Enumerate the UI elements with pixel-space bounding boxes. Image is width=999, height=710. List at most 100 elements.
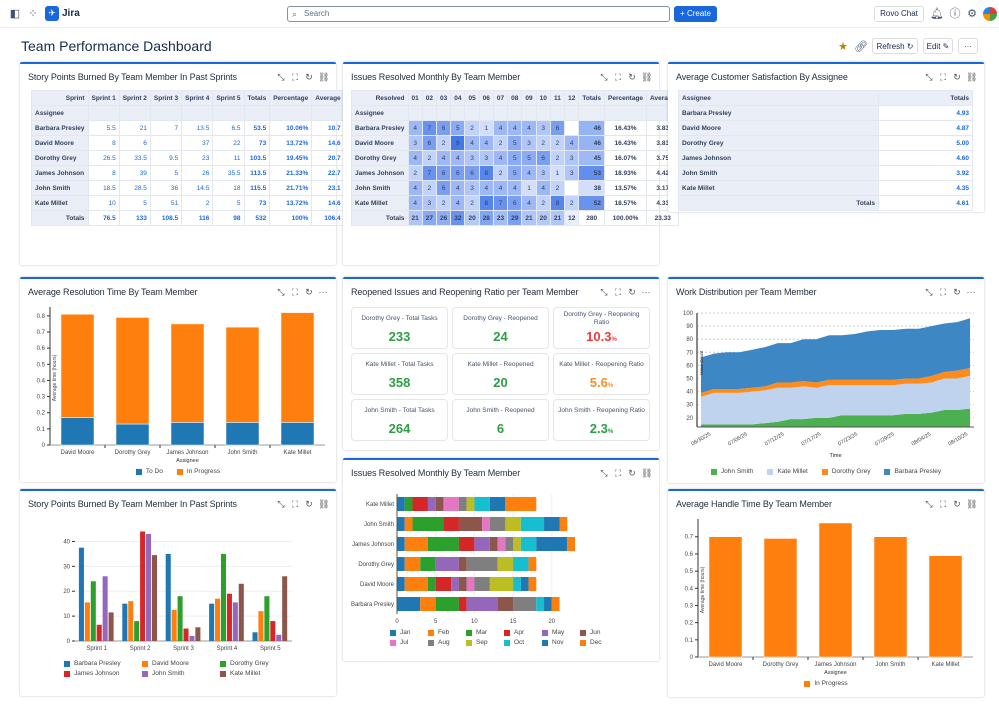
y-tick-label: 0.6 xyxy=(685,552,694,558)
jira-logo[interactable]: ✈ xyxy=(45,6,59,21)
edit-label: Edit xyxy=(926,42,941,51)
assignee-cell: Kate Millet xyxy=(351,195,409,211)
legend-item[interactable]: Apr xyxy=(504,629,536,636)
legend-item[interactable]: David Moore xyxy=(142,660,214,667)
legend-item[interactable]: Kate Millet xyxy=(767,468,808,475)
minimize-icon[interactable]: ⤡ xyxy=(600,287,608,297)
fullscreen-icon[interactable]: ⛶ xyxy=(291,499,299,509)
legend-item[interactable]: Mar xyxy=(466,629,498,636)
legend-item[interactable]: Jul xyxy=(390,639,422,646)
legend-item[interactable]: Dorothy Grey xyxy=(220,660,292,667)
refresh-icon[interactable]: ↻ xyxy=(628,287,636,297)
value-cell: 5.5 xyxy=(87,120,120,136)
refresh-icon[interactable]: ↻ xyxy=(305,72,313,82)
link-icon[interactable]: ⛓ xyxy=(641,72,653,82)
fullscreen-icon[interactable]: ⛶ xyxy=(939,72,947,82)
legend-item[interactable]: Dorothy Grey xyxy=(821,468,870,475)
rovo-chat-button[interactable]: Rovo Chat xyxy=(874,6,924,22)
legend-item[interactable]: In Progress xyxy=(804,680,848,687)
legend-item[interactable]: To Do xyxy=(135,468,163,475)
minimize-icon[interactable]: ⤡ xyxy=(600,468,608,478)
more-icon[interactable]: ··· xyxy=(318,287,328,297)
legend-item[interactable]: Barbara Presley xyxy=(64,660,136,667)
refresh-icon[interactable]: ↻ xyxy=(953,72,961,82)
bell-icon[interactable]: 🔔︎ xyxy=(930,8,944,20)
legend-item[interactable]: Kate Millet xyxy=(220,670,292,677)
legend-item[interactable]: Feb xyxy=(428,629,460,636)
link-icon[interactable]: ⛓ xyxy=(966,72,978,82)
fullscreen-icon[interactable]: ⛶ xyxy=(614,287,622,297)
legend-swatch xyxy=(504,639,510,646)
panel-title: Issues Resolved Monthly By Team Member xyxy=(351,72,521,82)
x-tick-label: 07/17/25 xyxy=(801,432,823,448)
refresh-icon[interactable]: ↻ xyxy=(953,499,961,509)
app-name[interactable]: Jira xyxy=(62,8,80,19)
legend-item[interactable]: In Progress xyxy=(176,468,220,475)
fullscreen-icon[interactable]: ⛶ xyxy=(939,287,947,297)
legend-item[interactable]: Barbara Presley xyxy=(884,468,941,475)
minimize-icon[interactable]: ⤡ xyxy=(925,287,933,297)
fullscreen-icon[interactable]: ⛶ xyxy=(291,72,299,82)
create-button[interactable]: + Create xyxy=(674,6,717,22)
total-cell: 20 xyxy=(464,210,480,226)
minimize-icon[interactable]: ⤡ xyxy=(600,72,608,82)
legend-item[interactable]: Nov xyxy=(542,639,574,646)
value-cell: 2 xyxy=(464,120,480,136)
fullscreen-icon[interactable]: ⛶ xyxy=(291,287,299,297)
assignee-cell: John Smith xyxy=(351,180,409,196)
legend-item[interactable]: Oct xyxy=(504,639,536,646)
bar-kate-millet xyxy=(151,555,158,641)
link-icon[interactable]: ⛓ xyxy=(318,72,330,82)
bar-oct xyxy=(520,537,537,551)
star-icon[interactable]: ★ xyxy=(838,41,848,53)
link-icon[interactable]: 🔗︎ xyxy=(854,41,868,53)
legend-item[interactable]: John Smith xyxy=(142,670,214,677)
value-cell: 3 xyxy=(421,195,437,211)
help-icon[interactable]: ⓘ xyxy=(949,8,961,20)
legend-item[interactable]: Aug xyxy=(428,639,460,646)
minimize-icon[interactable]: ⤡ xyxy=(277,72,285,82)
legend-item[interactable]: James Johnson xyxy=(64,670,136,677)
legend-item[interactable]: Dec xyxy=(580,639,612,646)
fullscreen-icon[interactable]: ⛶ xyxy=(614,72,622,82)
fullscreen-icon[interactable]: ⛶ xyxy=(939,499,947,509)
link-icon[interactable]: ⛓ xyxy=(641,468,653,478)
refresh-icon[interactable]: ↻ xyxy=(305,499,313,509)
minimize-icon[interactable]: ⤡ xyxy=(277,499,285,509)
minimize-icon[interactable]: ⤡ xyxy=(925,72,933,82)
legend-label: David Moore xyxy=(152,660,189,667)
search-input[interactable]: ⌕ Search xyxy=(287,6,670,22)
x-tick-label: Kate Millet xyxy=(283,450,311,456)
avatar[interactable] xyxy=(983,7,997,21)
fullscreen-icon[interactable]: ⛶ xyxy=(614,468,622,478)
value-cell: 2 xyxy=(407,165,423,181)
legend-item[interactable]: Sep xyxy=(466,639,498,646)
more-icon[interactable]: ··· xyxy=(641,287,651,297)
minimize-icon[interactable]: ⤡ xyxy=(277,287,285,297)
value-cell: 4 xyxy=(435,150,452,166)
bar-jun xyxy=(497,597,514,611)
sidebar-toggle-icon[interactable]: ◧ xyxy=(9,8,21,20)
more-icon[interactable]: ··· xyxy=(966,287,976,297)
value-cell: 4 xyxy=(535,180,551,196)
bar-mar xyxy=(435,597,459,611)
refresh-icon[interactable]: ↻ xyxy=(628,72,636,82)
gear-icon[interactable]: ⚙ xyxy=(967,8,977,20)
refresh-icon[interactable]: ↻ xyxy=(305,287,313,297)
refresh-icon[interactable]: ↻ xyxy=(628,468,636,478)
link-icon[interactable]: ⛓ xyxy=(318,499,330,509)
legend-item[interactable]: Jun xyxy=(580,629,612,636)
legend-item[interactable]: John Smith xyxy=(710,468,753,475)
more-options-button[interactable]: ··· xyxy=(958,38,978,54)
legend-swatch xyxy=(135,468,142,475)
kpi-card: John Smith - Reopened 6 xyxy=(452,399,549,441)
blank-header xyxy=(492,105,509,121)
link-icon[interactable]: ⛓ xyxy=(966,499,978,509)
app-switcher-icon[interactable]: ⁘ xyxy=(28,8,38,20)
edit-button[interactable]: Edit ✎ xyxy=(923,38,953,54)
refresh-button[interactable]: Refresh ↻ xyxy=(872,38,918,54)
refresh-icon[interactable]: ↻ xyxy=(953,287,961,297)
legend-item[interactable]: May xyxy=(542,629,574,636)
legend-item[interactable]: Jan xyxy=(390,629,422,636)
minimize-icon[interactable]: ⤡ xyxy=(925,499,933,509)
